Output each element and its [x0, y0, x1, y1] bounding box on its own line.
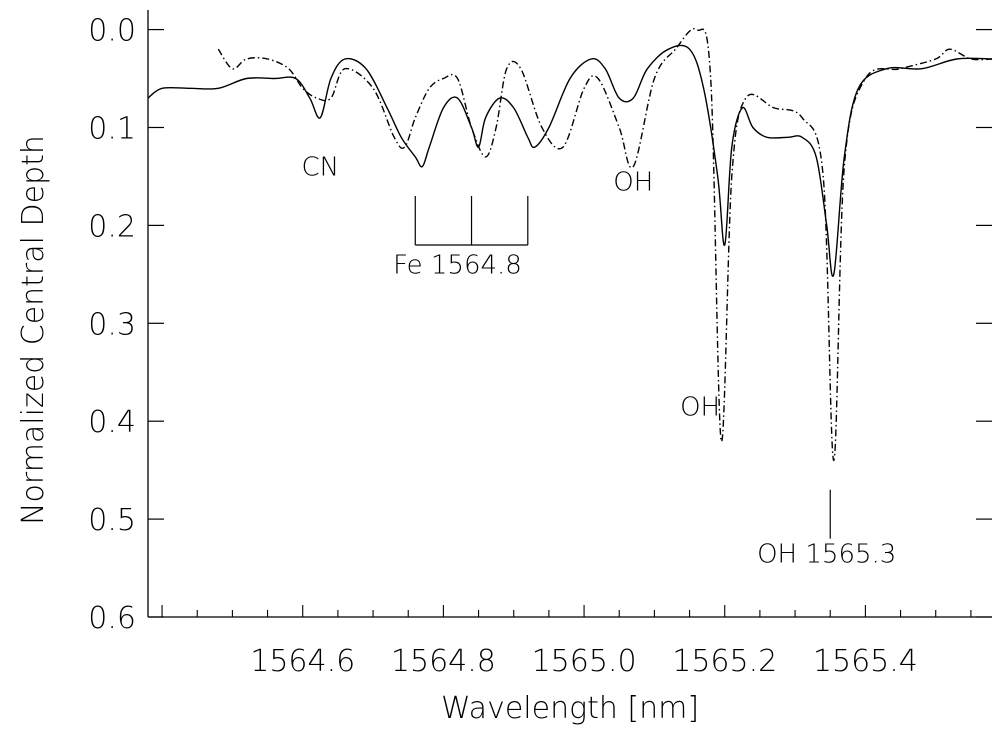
- annotation-label: OH: [680, 393, 720, 423]
- annotation-label: CN: [302, 153, 340, 183]
- annotation-label: OH: [613, 167, 653, 197]
- x-tick-label: 1565.4: [813, 644, 918, 679]
- x-tick-label: 1564.6: [250, 644, 355, 679]
- x-tick-label: 1565.0: [532, 644, 637, 679]
- annotation-label: Fe 1564.8: [393, 251, 522, 281]
- series-solid-line: [147, 44, 992, 277]
- y-tick-label: 0.0: [88, 14, 136, 49]
- x-tick-label: 1565.2: [672, 644, 777, 679]
- series-layer: [147, 27, 992, 462]
- annotation-label: OH 1565.3: [757, 539, 896, 569]
- annotations: CN Fe 1564.8 OH OH OH 1565.3: [302, 153, 897, 570]
- y-tick-label: 0.1: [88, 111, 136, 146]
- y-tick-label: 0.4: [88, 405, 136, 440]
- y-tick-label: 0.2: [88, 209, 136, 244]
- x-tick-label: 1564.8: [391, 644, 496, 679]
- y-tick-label: 0.3: [88, 307, 136, 342]
- ticks: 0.0 0.1 0.2 0.3 0.4 0.5 0.6 1564.6 1564.8 1565.0 1…: [88, 14, 992, 679]
- series-dashdot-line: [217, 27, 992, 462]
- y-tick-label: 0.5: [88, 503, 136, 538]
- x-axis-label: Wavelength [nm]: [441, 691, 699, 726]
- axes: [147, 10, 992, 618]
- y-tick-label: 0.6: [88, 601, 136, 636]
- y-axis-label: Normalized Central Depth: [16, 135, 51, 525]
